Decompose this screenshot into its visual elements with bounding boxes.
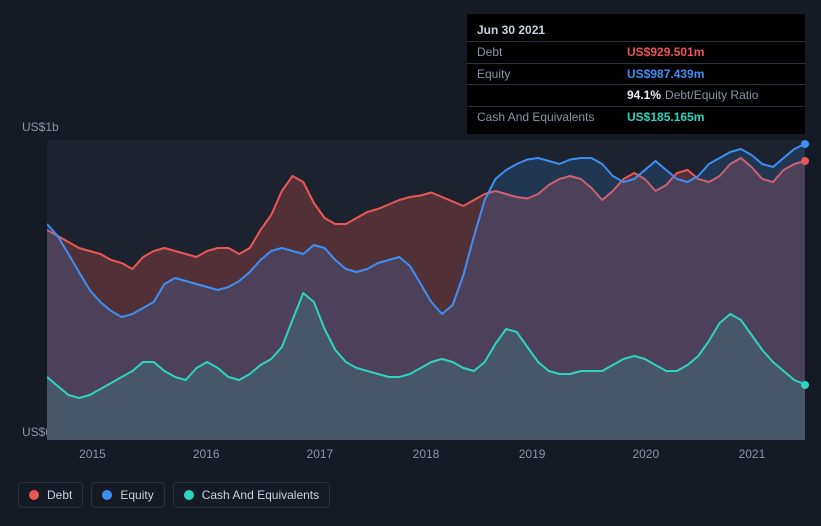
series-end-dot	[801, 140, 809, 148]
tooltip-value: US$929.501m	[627, 44, 704, 61]
y-axis-top-label: US$1b	[22, 120, 59, 134]
legend-item[interactable]: Equity	[91, 482, 164, 508]
x-tick: 2015	[79, 447, 106, 461]
tooltip-date-row: Jun 30 2021	[467, 20, 805, 42]
tooltip-row: 94.1%Debt/Equity Ratio	[467, 85, 805, 107]
legend-swatch	[29, 490, 39, 500]
legend-label: Equity	[120, 488, 153, 502]
chart-legend: Debt Equity Cash And Equivalents	[18, 482, 330, 508]
x-tick: 2021	[739, 447, 766, 461]
x-axis-ticks: 2015 2016 2017 2018 2019 2020 2021	[47, 447, 805, 465]
tooltip-sub: Debt/Equity Ratio	[665, 88, 758, 102]
legend-label: Cash And Equivalents	[202, 488, 319, 502]
tooltip-value: 94.1%Debt/Equity Ratio	[627, 87, 758, 104]
tooltip-date: Jun 30 2021	[477, 22, 545, 39]
x-tick: 2018	[413, 447, 440, 461]
legend-label: Debt	[47, 488, 72, 502]
x-tick: 2017	[307, 447, 334, 461]
tooltip-value: US$987.439m	[627, 66, 704, 83]
chart-plot-area[interactable]	[47, 140, 805, 440]
x-tick: 2020	[632, 447, 659, 461]
tooltip-label: Equity	[477, 66, 627, 83]
series-end-dot	[801, 381, 809, 389]
legend-item[interactable]: Cash And Equivalents	[173, 482, 330, 508]
tooltip-row: EquityUS$987.439m	[467, 64, 805, 86]
tooltip-row: DebtUS$929.501m	[467, 42, 805, 64]
tooltip-label: Debt	[477, 44, 627, 61]
x-tick: 2019	[519, 447, 546, 461]
legend-swatch	[184, 490, 194, 500]
x-tick: 2016	[193, 447, 220, 461]
chart-container: US$1b US$0 2015201620172018201920202021	[18, 120, 805, 480]
series-end-dot	[801, 157, 809, 165]
chart-tooltip: Jun 30 2021 DebtUS$929.501mEquityUS$987.…	[467, 14, 805, 134]
tooltip-label	[477, 87, 627, 104]
legend-swatch	[102, 490, 112, 500]
legend-item[interactable]: Debt	[18, 482, 83, 508]
